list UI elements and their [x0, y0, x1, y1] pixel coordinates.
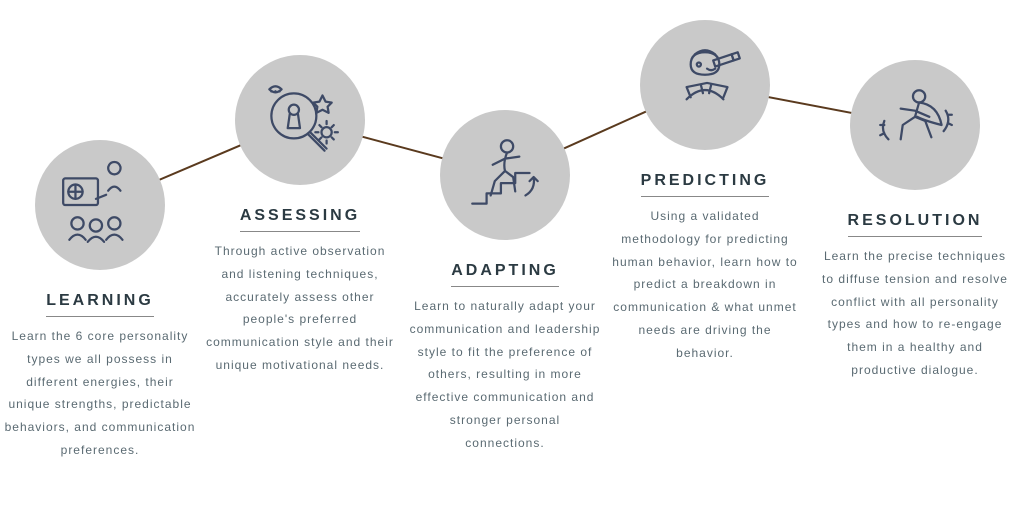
- step-title: ASSESSING: [240, 207, 360, 232]
- presenter-audience-icon: [55, 160, 145, 250]
- step-desc: Learn the precise techniques to diffuse …: [815, 245, 1015, 382]
- step-title: PREDICTING: [641, 172, 770, 197]
- steps-row: LEARNING Learn the 6 core personality typ…: [0, 0, 1024, 529]
- step-assessing: ASSESSING Through active observation and …: [200, 55, 400, 377]
- step-title: ADAPTING: [451, 262, 559, 287]
- icon-circle: [850, 60, 980, 190]
- step-desc: Using a validated methodology for predic…: [605, 205, 805, 365]
- step-predicting: PREDICTING Using a validated methodology …: [605, 20, 805, 365]
- step-title: RESOLUTION: [848, 212, 983, 237]
- step-desc: Learn the 6 core personality types we al…: [0, 325, 200, 462]
- step-adapting: ADAPTING Learn to naturally adapt your co…: [405, 110, 605, 455]
- step-learning: LEARNING Learn the 6 core personality typ…: [0, 140, 200, 462]
- step-title: LEARNING: [46, 292, 154, 317]
- step-desc: Learn to naturally adapt your communicat…: [405, 295, 605, 455]
- icon-circle: [235, 55, 365, 185]
- step-resolution: RESOLUTION Learn the precise techniques t…: [815, 60, 1015, 382]
- magnifier-keyhole-icon: [255, 75, 345, 165]
- icon-circle: [440, 110, 570, 240]
- step-desc: Through active observation and listening…: [200, 240, 400, 377]
- cape-runner-icon: [870, 80, 960, 170]
- stairs-climber-icon: [460, 130, 550, 220]
- icon-circle: [640, 20, 770, 150]
- icon-circle: [35, 140, 165, 270]
- spyglass-person-icon: [660, 40, 750, 130]
